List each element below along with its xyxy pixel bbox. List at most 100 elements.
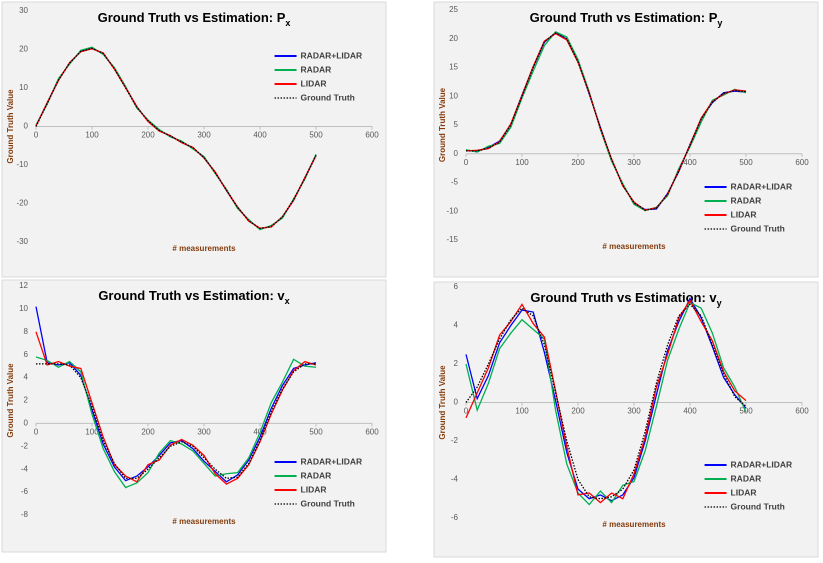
legend-label: LIDAR — [301, 484, 327, 494]
y-tick-label: -6 — [21, 487, 29, 496]
series-line — [465, 303, 747, 500]
title-subscript: x — [285, 18, 290, 28]
y-tick-label: -5 — [451, 178, 459, 187]
series-line — [465, 299, 747, 504]
x-tick-label: 100 — [85, 428, 99, 437]
y-axis-label: Ground Truth Value — [438, 87, 447, 162]
y-tick-label: 2 — [454, 359, 459, 368]
y-tick-label: 0 — [24, 419, 29, 428]
y-tick-label: 5 — [454, 120, 459, 129]
y-axis-label: Ground Truth Value — [6, 363, 15, 438]
y-tick-label: 10 — [19, 304, 28, 313]
y-tick-label: -2 — [451, 436, 459, 445]
y-tick-label: 0 — [454, 398, 459, 407]
title-subscript: x — [285, 296, 290, 306]
legend-label: RADAR+LIDAR — [301, 50, 363, 60]
panel-background — [1, 1, 387, 278]
x-tick-label: 100 — [515, 407, 529, 416]
y-tick-label: 25 — [449, 5, 458, 14]
x-tick-label: 200 — [141, 428, 155, 437]
y-tick-label: 0 — [24, 122, 29, 131]
y-tick-label: -6 — [451, 513, 459, 522]
y-tick-label: 2 — [24, 396, 29, 405]
panel-background — [433, 1, 819, 278]
y-tick-label: 6 — [24, 350, 29, 359]
y-tick-label: 15 — [449, 63, 458, 72]
y-tick-label: 4 — [24, 373, 29, 382]
y-tick-label: 8 — [24, 327, 29, 336]
chart-panel: Ground Truth vs Estimation: vy # measurem… — [433, 281, 819, 558]
series-line — [465, 301, 747, 506]
legend-label: RADAR — [731, 473, 762, 483]
y-tick-label: 10 — [449, 91, 458, 100]
x-tick-label: 100 — [85, 131, 99, 140]
x-tick-label: 200 — [571, 407, 585, 416]
y-tick-label: 30 — [19, 6, 28, 15]
x-tick-label: 0 — [464, 158, 469, 167]
x-tick-label: 200 — [571, 158, 585, 167]
title-subscript: y — [717, 18, 722, 28]
y-tick-label: -10 — [446, 206, 458, 215]
y-tick-label: -10 — [16, 160, 28, 169]
series-line — [35, 331, 317, 485]
legend-label: RADAR+LIDAR — [731, 459, 793, 469]
legend-label: Ground Truth — [301, 498, 355, 508]
x-tick-label: 400 — [683, 407, 697, 416]
series-line — [466, 32, 747, 211]
chart-panel: Ground Truth vs Estimation: vx # measurem… — [1, 279, 387, 553]
series-line — [36, 363, 316, 480]
legend-label: Ground Truth — [301, 92, 355, 102]
y-tick-label: -30 — [16, 237, 28, 246]
y-tick-label: -20 — [16, 199, 28, 208]
x-tick-label: 600 — [365, 131, 379, 140]
y-tick-label: 0 — [454, 149, 459, 158]
x-tick-label: 0 — [464, 407, 469, 416]
panel-background — [433, 281, 819, 558]
series-line — [35, 47, 317, 230]
y-axis-label: Ground Truth Value — [438, 365, 447, 440]
y-tick-label: -8 — [21, 510, 29, 519]
y-tick-label: 20 — [449, 34, 458, 43]
y-tick-label: 4 — [454, 321, 459, 330]
legend-label: RADAR+LIDAR — [731, 181, 793, 191]
chart-title: Ground Truth vs Estimation: vy — [530, 290, 721, 308]
title-main: Ground Truth vs Estimation: P — [98, 10, 286, 25]
x-tick-label: 500 — [309, 131, 323, 140]
legend-label: Ground Truth — [731, 223, 785, 233]
chart-title: Ground Truth vs Estimation: Py — [530, 10, 723, 28]
legend-label: LIDAR — [731, 209, 757, 219]
y-tick-label: 10 — [19, 83, 28, 92]
chart-title: Ground Truth vs Estimation: vx — [98, 288, 289, 306]
legend-label: RADAR — [731, 195, 762, 205]
x-tick-label: 300 — [627, 158, 641, 167]
x-tick-label: 600 — [795, 407, 809, 416]
y-axis-label: Ground Truth Value — [6, 89, 15, 164]
legend-label: RADAR+LIDAR — [301, 456, 363, 466]
x-tick-label: 100 — [515, 158, 529, 167]
x-tick-label: 300 — [197, 131, 211, 140]
legend-label: RADAR — [301, 64, 332, 74]
x-tick-label: 600 — [795, 158, 809, 167]
x-tick-label: 300 — [197, 428, 211, 437]
x-tick-label: 0 — [34, 131, 39, 140]
x-tick-label: 0 — [34, 428, 39, 437]
x-tick-label: 200 — [141, 131, 155, 140]
chart-panel: Ground Truth vs Estimation: Px # measurem… — [1, 1, 387, 278]
x-axis-label: # measurements — [602, 520, 666, 529]
title-main: Ground Truth vs Estimation: P — [530, 10, 718, 25]
y-tick-label: -2 — [21, 441, 29, 450]
x-tick-label: 600 — [365, 428, 379, 437]
legend-label: Ground Truth — [731, 501, 785, 511]
x-tick-label: 400 — [253, 131, 267, 140]
y-tick-label: -15 — [446, 235, 458, 244]
x-tick-label: 400 — [683, 158, 697, 167]
x-axis-label: # measurements — [602, 242, 666, 251]
chart-title: Ground Truth vs Estimation: Px — [98, 10, 291, 28]
y-tick-label: -4 — [21, 464, 29, 473]
legend-label: LIDAR — [301, 78, 327, 88]
x-axis-label: # measurements — [172, 517, 236, 526]
legend-label: LIDAR — [731, 487, 757, 497]
x-tick-label: 500 — [309, 428, 323, 437]
legend-label: RADAR — [301, 470, 332, 480]
